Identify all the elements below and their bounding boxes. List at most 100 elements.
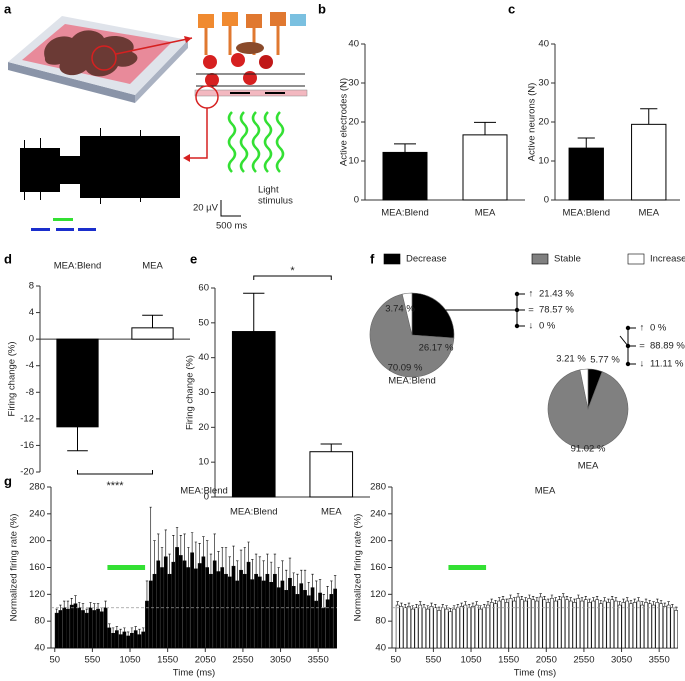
error-bar bbox=[449, 608, 452, 612]
panel-label: a bbox=[4, 1, 12, 16]
histogram-bar bbox=[145, 600, 149, 649]
error-bar bbox=[520, 596, 524, 600]
error-bar bbox=[671, 604, 674, 608]
error-bar bbox=[239, 549, 243, 571]
histogram-bar bbox=[190, 552, 194, 649]
error-bar bbox=[81, 603, 85, 611]
stimulus-bar bbox=[31, 228, 50, 231]
error-bar bbox=[130, 627, 134, 634]
error-bar bbox=[595, 596, 599, 600]
error-bar bbox=[108, 623, 111, 628]
x-tick-label: 50 bbox=[49, 655, 60, 666]
error-bar bbox=[641, 601, 644, 606]
error-bar bbox=[558, 596, 561, 600]
histogram-bar bbox=[576, 598, 581, 649]
error-bar bbox=[663, 602, 667, 607]
error-bar bbox=[217, 551, 220, 572]
histogram-bar bbox=[310, 587, 315, 649]
error-bar bbox=[400, 602, 403, 607]
x-tick-label: 1550 bbox=[157, 655, 178, 666]
error-bar bbox=[160, 547, 164, 568]
histogram-bar bbox=[674, 610, 678, 649]
histogram-bar bbox=[614, 600, 618, 649]
error-bar bbox=[296, 573, 299, 595]
error-bar bbox=[464, 601, 467, 606]
error-bar bbox=[104, 600, 107, 608]
y-axis-label: Active electrodes (N) bbox=[339, 78, 350, 166]
histogram-bar bbox=[99, 611, 104, 649]
error-bar bbox=[243, 547, 247, 575]
y-axis-label: Firing change (%) bbox=[185, 355, 196, 430]
y-tick-label: 40 bbox=[34, 643, 45, 654]
histogram-bar bbox=[81, 610, 85, 649]
histogram-bar bbox=[299, 583, 304, 649]
error-bar bbox=[320, 443, 342, 452]
histogram-bar bbox=[422, 607, 426, 649]
histogram-bar bbox=[553, 600, 558, 649]
histogram-bar bbox=[456, 607, 460, 649]
histogram-bar bbox=[572, 602, 577, 649]
histogram-bar bbox=[288, 577, 292, 649]
histogram-bar bbox=[659, 603, 663, 649]
histogram-bar bbox=[493, 603, 498, 649]
breakdown-symbol: = bbox=[639, 341, 645, 352]
histogram-bar bbox=[452, 608, 456, 649]
histogram-bar bbox=[224, 573, 228, 649]
y-tick-label: 80 bbox=[34, 616, 45, 627]
error-bar bbox=[172, 535, 175, 563]
error-bar bbox=[445, 605, 448, 610]
histogram-bar bbox=[437, 610, 441, 649]
y-tick-label: 280 bbox=[29, 482, 45, 493]
error-bar bbox=[205, 540, 209, 568]
histogram-bar bbox=[156, 560, 161, 649]
y-axis-label: Normalized firing rate (%) bbox=[9, 514, 20, 622]
histogram-bar bbox=[587, 602, 592, 649]
y-tick-label: 0 bbox=[204, 492, 209, 503]
histogram-bar bbox=[478, 608, 483, 649]
legend-swatch bbox=[383, 253, 401, 265]
y-tick-label: 80 bbox=[375, 616, 386, 627]
error-bar bbox=[640, 108, 658, 125]
x-tick-label: MEA:Blend bbox=[230, 507, 278, 518]
error-bar bbox=[501, 596, 505, 600]
histogram-bar bbox=[291, 586, 296, 649]
highlight-circle bbox=[91, 45, 117, 71]
histogram-bar bbox=[295, 594, 300, 649]
histogram-bar bbox=[201, 556, 206, 649]
error-bar bbox=[333, 575, 337, 589]
panel-label: b bbox=[318, 1, 326, 16]
y-tick-label: 20 bbox=[198, 422, 209, 433]
error-bar bbox=[243, 292, 265, 332]
histogram-bar bbox=[133, 630, 138, 649]
error-bar bbox=[467, 604, 471, 608]
histogram-bar bbox=[329, 594, 334, 649]
pie-value-label: 3.21 % bbox=[556, 354, 586, 365]
legend-label: Stable bbox=[554, 254, 581, 265]
error-bar bbox=[190, 532, 194, 553]
error-bar bbox=[648, 600, 651, 604]
histogram-bar bbox=[269, 582, 273, 649]
histogram-bar bbox=[662, 606, 667, 649]
error-bar bbox=[509, 594, 512, 599]
histogram-bar bbox=[92, 610, 97, 649]
histogram-bar bbox=[501, 599, 505, 649]
y-tick-label: -16 bbox=[20, 440, 34, 451]
y-tick-label: 40 bbox=[198, 352, 209, 363]
light-waves bbox=[227, 111, 285, 173]
error-bar bbox=[322, 594, 326, 608]
x-tick-label: MEA:Blend bbox=[381, 208, 429, 219]
y-tick-label: 240 bbox=[370, 508, 386, 519]
histogram-bar bbox=[482, 607, 487, 649]
histogram-bar bbox=[303, 590, 307, 649]
x-tick-label: 3550 bbox=[308, 655, 329, 666]
error-bar bbox=[573, 598, 576, 603]
stimulus-bar bbox=[56, 228, 74, 231]
error-bar bbox=[202, 536, 205, 557]
histogram-bar bbox=[557, 599, 562, 649]
error-bar bbox=[288, 557, 292, 579]
error-bar bbox=[194, 541, 198, 569]
scale-label: 500 ms bbox=[216, 221, 247, 232]
error-bar bbox=[303, 569, 307, 591]
error-bar bbox=[209, 553, 213, 575]
histogram-bar bbox=[617, 604, 622, 649]
